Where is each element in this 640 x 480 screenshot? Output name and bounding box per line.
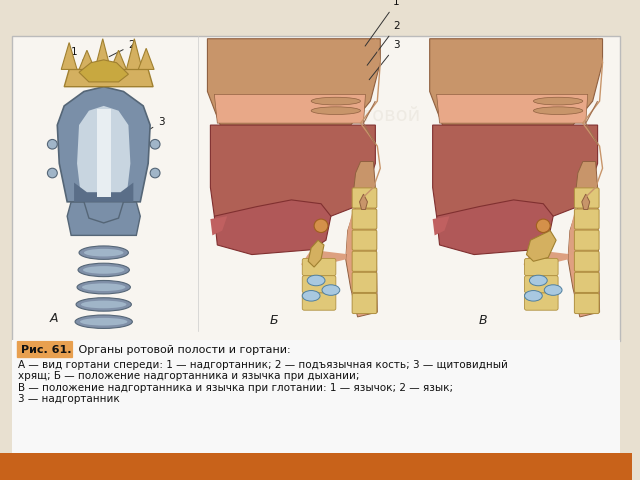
Ellipse shape (307, 275, 325, 286)
Polygon shape (360, 194, 367, 209)
Polygon shape (568, 197, 600, 317)
Polygon shape (95, 39, 111, 70)
Ellipse shape (322, 285, 340, 295)
FancyBboxPatch shape (352, 293, 377, 313)
Ellipse shape (78, 263, 129, 276)
Polygon shape (214, 95, 365, 123)
Polygon shape (77, 106, 131, 197)
Bar (12, 340, 620, 453)
Ellipse shape (533, 107, 583, 115)
FancyBboxPatch shape (352, 188, 377, 208)
Ellipse shape (302, 290, 320, 301)
Ellipse shape (525, 290, 542, 301)
Polygon shape (138, 48, 154, 70)
Polygon shape (346, 197, 378, 317)
FancyBboxPatch shape (302, 276, 336, 293)
Circle shape (150, 140, 160, 149)
Polygon shape (111, 50, 127, 70)
FancyBboxPatch shape (352, 230, 377, 250)
Text: В: В (479, 313, 488, 326)
Ellipse shape (82, 283, 125, 291)
Text: Органы ротовой: Органы ротовой (252, 106, 420, 125)
Polygon shape (67, 202, 140, 235)
Bar (97, 109, 111, 197)
FancyBboxPatch shape (525, 276, 558, 293)
Polygon shape (74, 182, 133, 202)
Text: 1: 1 (365, 0, 400, 46)
FancyBboxPatch shape (574, 230, 599, 250)
Circle shape (314, 219, 328, 232)
Polygon shape (433, 125, 598, 226)
Ellipse shape (311, 97, 360, 105)
Ellipse shape (533, 97, 583, 105)
Text: 3: 3 (369, 40, 400, 80)
Ellipse shape (76, 298, 131, 311)
Ellipse shape (529, 275, 547, 286)
Polygon shape (527, 230, 556, 261)
Ellipse shape (311, 107, 360, 115)
Polygon shape (354, 162, 375, 197)
Text: Органы ротовой полости и гортани:: Органы ротовой полости и гортани: (75, 345, 291, 355)
FancyBboxPatch shape (352, 209, 377, 229)
FancyBboxPatch shape (574, 209, 599, 229)
Bar (0, 453, 632, 480)
Ellipse shape (81, 300, 127, 308)
FancyBboxPatch shape (17, 341, 73, 358)
FancyBboxPatch shape (302, 293, 336, 310)
Text: 2: 2 (367, 21, 400, 65)
Polygon shape (79, 50, 95, 70)
Polygon shape (211, 216, 227, 235)
Text: 3: 3 (136, 117, 164, 138)
Text: Рис. 61.: Рис. 61. (20, 345, 71, 355)
Polygon shape (79, 60, 129, 82)
Text: А: А (49, 312, 58, 325)
Polygon shape (214, 200, 331, 254)
Ellipse shape (77, 280, 131, 294)
Polygon shape (207, 39, 380, 125)
Text: А — вид гортани спереди: 1 — надгортанник; 2 — подъязычная кость; 3 — щитовидный: А — вид гортани спереди: 1 — надгортанни… (18, 360, 508, 370)
Polygon shape (436, 200, 553, 254)
Polygon shape (576, 162, 598, 197)
FancyBboxPatch shape (12, 36, 620, 341)
FancyBboxPatch shape (574, 272, 599, 292)
Text: 2: 2 (109, 40, 135, 57)
Polygon shape (436, 95, 588, 123)
Polygon shape (127, 39, 142, 70)
Polygon shape (582, 194, 589, 209)
FancyBboxPatch shape (574, 293, 599, 313)
FancyBboxPatch shape (302, 258, 336, 276)
Polygon shape (84, 202, 124, 223)
FancyBboxPatch shape (574, 251, 599, 271)
Ellipse shape (75, 315, 132, 328)
FancyBboxPatch shape (525, 258, 558, 276)
Polygon shape (433, 216, 449, 235)
FancyBboxPatch shape (525, 293, 558, 310)
Polygon shape (64, 70, 153, 87)
Circle shape (536, 219, 550, 232)
FancyBboxPatch shape (352, 251, 377, 271)
Text: В — положение надгортанника и язычка при глотании: 1 — язычок; 2 — язык;: В — положение надгортанника и язычка при… (18, 383, 453, 393)
Ellipse shape (83, 266, 124, 274)
Polygon shape (308, 240, 324, 267)
Ellipse shape (80, 318, 127, 325)
Polygon shape (301, 206, 354, 274)
Circle shape (150, 168, 160, 178)
Polygon shape (211, 125, 375, 226)
FancyBboxPatch shape (574, 188, 599, 208)
Text: хрящ; Б — положение надгортанника и язычка при дыхании;: хрящ; Б — положение надгортанника и языч… (18, 372, 359, 382)
Text: 3 — надгортанник: 3 — надгортанник (18, 395, 120, 405)
Polygon shape (524, 206, 576, 274)
Ellipse shape (544, 285, 562, 295)
Ellipse shape (79, 246, 129, 259)
Text: Б: Б (269, 313, 278, 326)
Circle shape (47, 168, 58, 178)
Circle shape (47, 140, 58, 149)
Polygon shape (61, 43, 77, 70)
Ellipse shape (84, 249, 124, 256)
Text: 1: 1 (71, 47, 89, 67)
FancyBboxPatch shape (352, 272, 377, 292)
Polygon shape (58, 87, 150, 202)
Polygon shape (429, 39, 602, 125)
